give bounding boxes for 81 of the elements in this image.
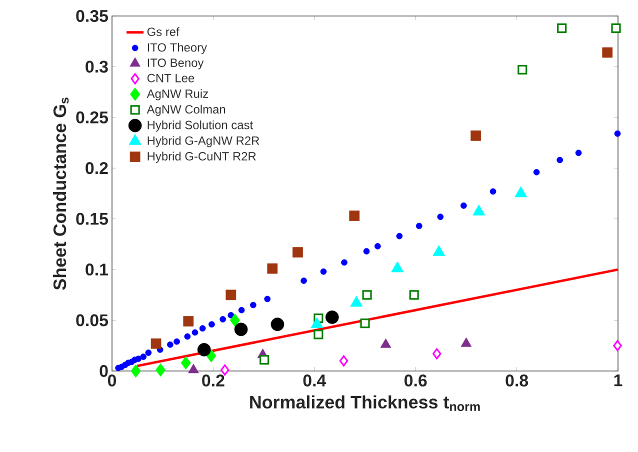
y-tick-label: 0.05 <box>76 314 108 326</box>
point <box>199 325 206 332</box>
point <box>349 210 360 221</box>
y-tick-label: 0.2 <box>86 162 108 174</box>
point <box>188 364 199 374</box>
point <box>192 329 198 336</box>
point <box>320 268 327 275</box>
legend-label: Hybrid Solution cast <box>148 120 254 132</box>
point <box>140 354 147 360</box>
point <box>130 364 141 378</box>
point <box>396 232 403 240</box>
point <box>470 130 482 141</box>
point <box>238 306 245 314</box>
x-tick-label: 0.4 <box>303 374 326 386</box>
legend-label: ITO Benoy <box>148 58 204 70</box>
point <box>362 290 372 300</box>
point <box>556 156 564 164</box>
legend-label: Hybrid G-CuNT R2R <box>148 152 256 163</box>
legend-label: AgNW Ruiz <box>146 89 208 100</box>
x-axis-title: Normalized Thickness t$_{norm}$ <box>250 395 480 412</box>
point <box>341 259 348 266</box>
point <box>156 363 166 377</box>
point <box>180 356 191 370</box>
point <box>490 188 496 195</box>
point <box>611 23 621 33</box>
x-tick-label: 0.6 <box>404 374 427 386</box>
point <box>150 338 162 349</box>
y-axis-title: Sheet Conductance G$_{s}$ <box>52 98 69 290</box>
point <box>325 310 339 324</box>
point <box>602 47 613 58</box>
point <box>264 296 271 302</box>
legend-label: ITO Theory <box>148 42 208 54</box>
point <box>300 278 307 284</box>
point <box>363 248 370 254</box>
x-tick-label: 0.8 <box>506 374 528 386</box>
y-tick-label: 0.35 <box>76 10 108 22</box>
y-tick-label: 0.15 <box>76 212 108 225</box>
point <box>197 343 211 356</box>
point <box>174 338 180 345</box>
legend-label: CNT Lee <box>147 74 194 82</box>
point <box>292 247 303 258</box>
y-tick-label: 0 <box>100 364 108 377</box>
y-tick-label: 0.3 <box>86 60 108 73</box>
point <box>314 330 324 340</box>
point <box>267 263 278 274</box>
legend-label: Hybrid G-AgNW R2R <box>148 136 260 148</box>
point <box>518 64 528 75</box>
y-tick-label: 0.25 <box>76 111 108 124</box>
point <box>575 150 582 156</box>
point <box>234 322 248 336</box>
point <box>409 290 419 300</box>
point <box>230 314 240 327</box>
legend-label: Gs ref <box>147 27 180 36</box>
legend-label: AgNW Colman <box>146 104 226 116</box>
point <box>360 318 370 328</box>
point <box>250 302 256 308</box>
point <box>557 23 567 33</box>
point <box>533 168 540 176</box>
x-tick-label: 0.2 <box>202 374 224 386</box>
point <box>220 364 230 376</box>
point <box>416 222 422 230</box>
point <box>135 356 142 362</box>
point <box>260 355 270 365</box>
point <box>208 321 215 328</box>
point <box>432 348 442 360</box>
point <box>437 214 444 220</box>
point <box>228 312 234 318</box>
point <box>220 316 226 322</box>
point <box>183 316 194 326</box>
point <box>614 130 621 137</box>
point <box>167 341 174 348</box>
point <box>460 202 467 209</box>
y-tick-label: 0.1 <box>86 264 108 276</box>
point <box>270 318 284 332</box>
point <box>374 243 381 250</box>
point <box>226 290 236 300</box>
x-tick-label: 1 <box>614 374 622 386</box>
point <box>339 355 348 366</box>
point <box>145 350 152 356</box>
point <box>184 333 191 340</box>
x-tick-label: 0 <box>108 374 116 386</box>
